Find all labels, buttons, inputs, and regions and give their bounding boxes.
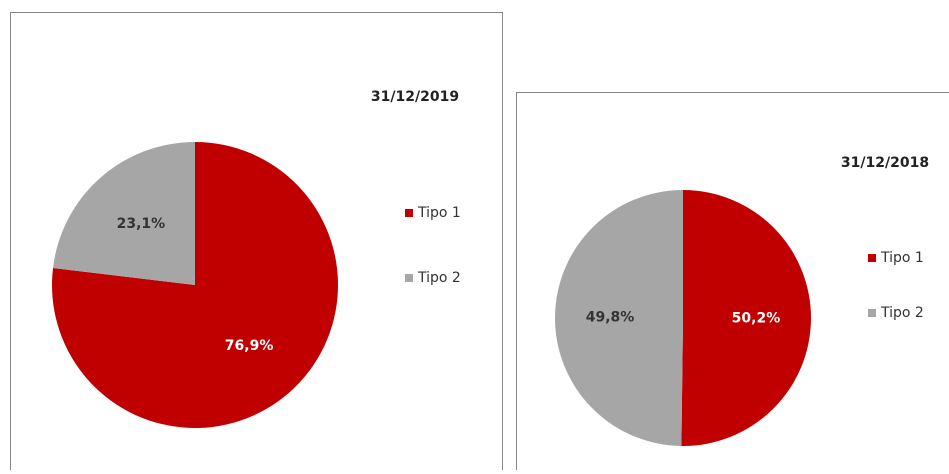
legend-label: Tipo 2	[880, 305, 924, 321]
legend-label: Tipo 2	[417, 270, 461, 286]
legend-label: Tipo 1	[880, 250, 924, 266]
legend-swatch	[405, 209, 413, 217]
data-label: 50,2%	[732, 310, 781, 326]
legend-label: Tipo 1	[417, 205, 461, 221]
legend-swatch	[868, 309, 876, 317]
data-label: 23,1%	[117, 216, 166, 232]
data-label: 49,8%	[586, 310, 635, 326]
legend-swatch	[868, 254, 876, 262]
legend-swatch	[405, 274, 413, 282]
chart-title: 31/12/2019	[371, 89, 459, 105]
data-label: 76,9%	[225, 338, 274, 354]
chart-title: 31/12/2018	[841, 155, 929, 171]
